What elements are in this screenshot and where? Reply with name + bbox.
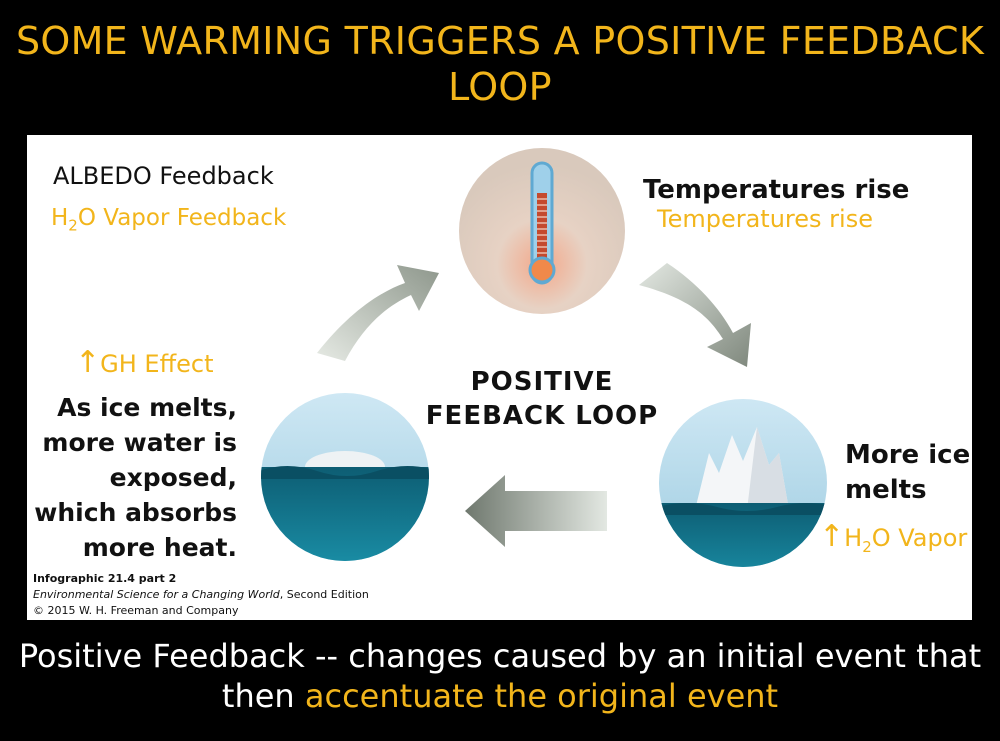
source-credit: Infographic 21.4 part 2 Environmental Sc… <box>33 572 369 617</box>
iceberg-circle <box>659 399 827 567</box>
footer-definition: Positive Feedback -- changes caused by a… <box>18 637 982 715</box>
infographic-panel: ALBEDO Feedback H2O Vapor Feedback Tempe… <box>27 135 972 620</box>
up-arrow-icon: ↑ <box>819 519 845 554</box>
arrow-to-open-water <box>465 475 607 547</box>
more-ice-melts-label: More ice melts <box>845 440 971 505</box>
thermometer-circle <box>459 148 625 314</box>
ice-melts-description: As ice melts, more water is exposed, whi… <box>34 393 237 562</box>
albedo-feedback-label: ALBEDO Feedback <box>53 162 274 190</box>
gh-effect-annotation: ↑GH Effect <box>75 345 214 380</box>
arrow-to-ice-melts <box>639 263 751 367</box>
temperatures-rise-label: Temperatures rise <box>643 175 910 205</box>
feedback-diagram <box>261 148 827 567</box>
slide-title: SOME WARMING TRIGGERS A POSITIVE FEEDBAC… <box>15 19 985 109</box>
temperatures-rise-annotation: Temperatures rise <box>657 205 873 233</box>
h2o-vapor-annotation: ↑H2O Vapor <box>819 519 968 556</box>
positive-feedback-loop-label: POSITIVE FEEBACK LOOP <box>425 367 659 431</box>
arrow-to-temperature <box>317 265 439 361</box>
h2o-vapor-feedback-label: H2O Vapor Feedback <box>51 205 287 235</box>
up-arrow-icon: ↑ <box>75 345 101 380</box>
open-water-circle <box>261 393 429 561</box>
